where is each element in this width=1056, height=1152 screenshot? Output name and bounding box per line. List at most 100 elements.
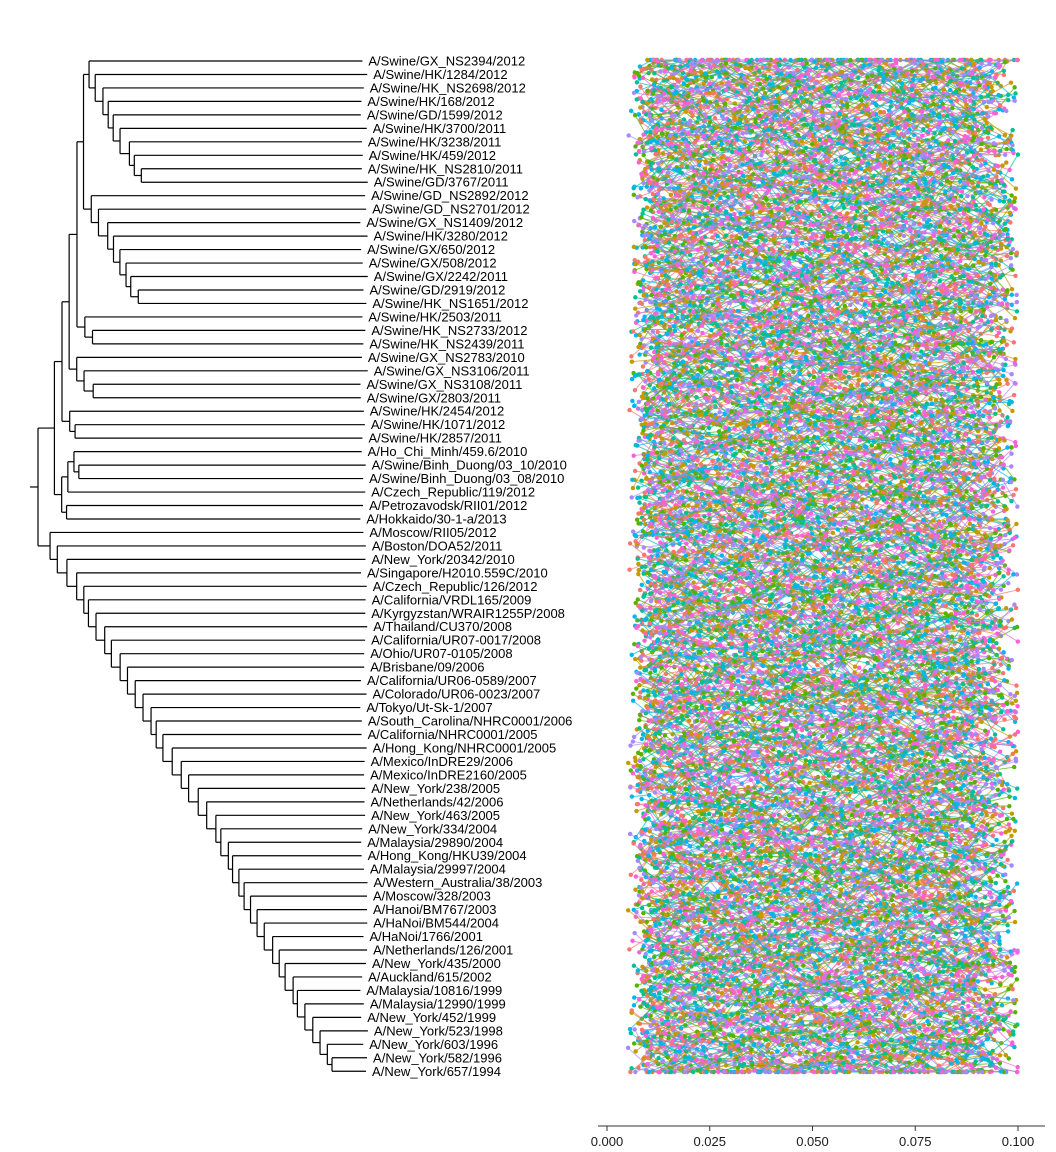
comparison-point (1010, 127, 1015, 133)
comparison-point (669, 228, 674, 234)
comparison-point (865, 89, 871, 94)
comparison-point (710, 157, 716, 163)
comparison-point (667, 203, 673, 208)
comparison-point (783, 132, 788, 138)
tip-label: A/Swine/GX/2242/2011 (374, 269, 508, 284)
tip-label: A/Swine/GX_NS1409/2012 (366, 215, 523, 230)
comparison-point (722, 138, 727, 143)
tip-label: A/Brisbane/09/2006 (370, 660, 484, 675)
comparison-point (800, 174, 805, 180)
comparison-point (647, 188, 652, 193)
comparison-point (884, 72, 889, 77)
comparison-point (910, 207, 915, 212)
comparison-point (1009, 286, 1015, 292)
comparison-point (699, 263, 704, 268)
comparison-point (901, 88, 906, 94)
comparison-point (1009, 263, 1014, 268)
comparison-point (973, 203, 979, 208)
comparison-line (651, 73, 979, 103)
comparison-point (933, 85, 938, 90)
comparison-point (632, 113, 638, 118)
comparison-point (733, 220, 739, 225)
comparison-point (772, 113, 778, 118)
comparison-point (644, 184, 649, 189)
tip-label: A/Netherlands/126/2001 (373, 943, 513, 958)
comparison-point (844, 234, 850, 240)
comparison-point (910, 83, 915, 88)
comparison-point (631, 244, 637, 250)
comparison-point (957, 206, 963, 212)
comparison-point (910, 68, 915, 74)
comparison-point (830, 181, 836, 186)
comparison-point (745, 209, 750, 215)
comparison-point (803, 226, 808, 231)
comparison-point (968, 87, 974, 92)
comparison-point (924, 220, 930, 225)
comparison-point (808, 222, 813, 227)
comparison-point (698, 239, 704, 245)
comparison-point (893, 60, 899, 66)
comparison-point (727, 162, 733, 168)
tip-label: A/Kyrgyzstan/WRAIR1255P/2008 (371, 606, 565, 621)
comparison-point (781, 168, 787, 174)
comparison-point (819, 92, 824, 98)
comparison-point (695, 247, 700, 252)
comparison-point (927, 127, 933, 133)
comparison-point (786, 260, 792, 265)
tip-label: A/Hong_Kong/HKU39/2004 (368, 848, 527, 863)
comparison-point (761, 173, 767, 179)
comparison-point (698, 69, 703, 75)
comparison-point (837, 111, 842, 117)
comparison-point (824, 85, 830, 91)
comparison-point (692, 140, 697, 145)
comparison-point (709, 162, 714, 168)
comparison-point (832, 118, 837, 123)
tip-label: A/Auckland/615/2002 (368, 969, 492, 984)
comparison-point (916, 273, 921, 278)
comparison-point (774, 278, 780, 283)
comparison-point (884, 98, 890, 103)
comparison-point (941, 205, 947, 211)
comparison-point (732, 140, 737, 145)
tip-label: A/HaNoi/BM544/2004 (373, 916, 499, 931)
comparison-point (673, 144, 679, 150)
comparison-point (923, 181, 928, 186)
comparison-point (912, 200, 917, 206)
comparison-point (911, 221, 917, 227)
comparison-point (902, 276, 908, 282)
comparison-point (699, 144, 705, 149)
comparison-point (739, 84, 745, 89)
comparison-point (701, 133, 706, 138)
comparison-point (723, 233, 729, 238)
comparison-point (887, 154, 893, 159)
comparison-point (941, 87, 947, 92)
comparison-point (808, 263, 813, 269)
comparison-point (1006, 97, 1011, 103)
comparison-point (940, 156, 945, 161)
comparison-point (736, 120, 741, 126)
tip-label: A/Swine/HK/1284/2012 (373, 67, 507, 82)
comparison-point (758, 57, 763, 63)
comparison-point (656, 166, 661, 171)
comparison-point (849, 74, 854, 80)
comparison-point (965, 193, 970, 199)
comparison-point (820, 140, 825, 145)
comparison-point (961, 88, 967, 93)
comparison-point (926, 140, 931, 145)
comparison-point (877, 60, 882, 65)
comparison-point (1012, 199, 1017, 204)
comparison-point (698, 273, 703, 278)
comparison-point (631, 192, 636, 197)
comparison-point (977, 230, 983, 236)
comparison-point (759, 153, 764, 158)
comparison-point (825, 234, 831, 239)
comparison-point (902, 109, 907, 114)
comparison-point (766, 126, 771, 132)
comparison-point (876, 127, 882, 133)
comparison-point (871, 126, 876, 131)
tip-label: A/Swine/Binh_Duong/03_08/2010 (369, 471, 564, 486)
comparison-point (904, 251, 910, 257)
comparison-point (830, 112, 836, 117)
comparison-point (982, 84, 987, 89)
tip-label: A/California/VRDL165/2009 (372, 592, 532, 607)
